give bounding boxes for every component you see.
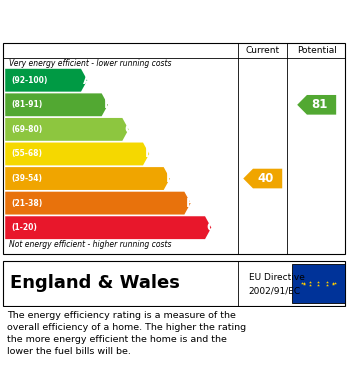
- Text: E: E: [165, 172, 173, 185]
- Polygon shape: [5, 118, 129, 141]
- Polygon shape: [5, 69, 87, 91]
- Polygon shape: [243, 169, 282, 188]
- Text: EU Directive: EU Directive: [249, 273, 305, 282]
- Text: (39-54): (39-54): [11, 174, 42, 183]
- Text: (92-100): (92-100): [11, 76, 48, 85]
- Text: Very energy efficient - lower running costs: Very energy efficient - lower running co…: [9, 59, 171, 68]
- Polygon shape: [5, 143, 149, 165]
- Text: 2002/91/EC: 2002/91/EC: [249, 286, 301, 295]
- Text: Energy Efficiency Rating: Energy Efficiency Rating: [9, 13, 230, 28]
- Text: England & Wales: England & Wales: [10, 274, 180, 292]
- Text: (1-20): (1-20): [11, 223, 37, 232]
- Text: (55-68): (55-68): [11, 149, 42, 158]
- Polygon shape: [5, 192, 191, 215]
- Text: 81: 81: [311, 98, 328, 111]
- Polygon shape: [297, 95, 336, 115]
- Text: The energy efficiency rating is a measure of the
overall efficiency of a home. T: The energy efficiency rating is a measur…: [7, 311, 246, 356]
- Text: (69-80): (69-80): [11, 125, 43, 134]
- Polygon shape: [5, 167, 170, 190]
- Text: (21-38): (21-38): [11, 199, 43, 208]
- Bar: [292, 264, 345, 303]
- Text: G: G: [207, 221, 216, 234]
- Polygon shape: [5, 93, 108, 116]
- Text: D: D: [145, 147, 155, 160]
- Text: (81-91): (81-91): [11, 100, 43, 109]
- Text: B: B: [103, 98, 112, 111]
- Text: A: A: [83, 74, 92, 87]
- Text: 40: 40: [257, 172, 274, 185]
- Polygon shape: [5, 216, 211, 239]
- Text: Potential: Potential: [297, 46, 337, 55]
- Text: Current: Current: [246, 46, 280, 55]
- Text: Not energy efficient - higher running costs: Not energy efficient - higher running co…: [9, 240, 171, 249]
- Text: F: F: [186, 197, 194, 210]
- Text: C: C: [124, 123, 133, 136]
